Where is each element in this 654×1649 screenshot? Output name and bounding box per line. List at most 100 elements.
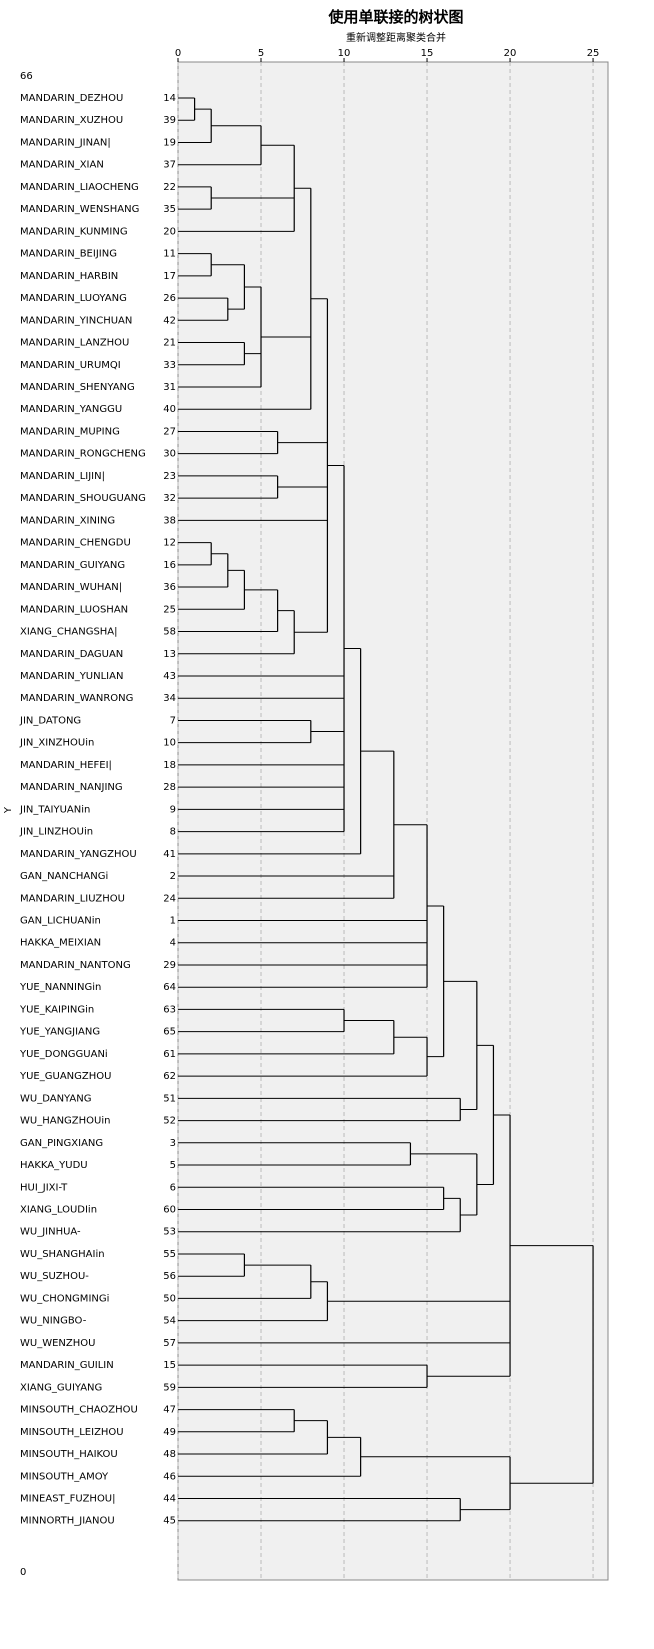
leaf-label: MANDARIN_LANZHOU: [20, 338, 129, 349]
leaf-id: 15: [163, 1360, 176, 1371]
leaf-label: WU_NINGBO-: [20, 1316, 87, 1327]
leaf-id: 1: [170, 916, 176, 927]
leaf-id: 53: [163, 1227, 176, 1238]
chart-title: 使用单联接的树状图: [327, 8, 463, 26]
leaf-id: 6: [170, 1182, 176, 1193]
leaf-label: MANDARIN_SHENYANG: [20, 382, 135, 393]
leaf-id: 7: [170, 715, 176, 726]
x-tick-label: 25: [587, 48, 600, 59]
leaf-label: MANDARIN_NANJING: [20, 782, 123, 793]
leaf-id: 4: [170, 938, 176, 949]
leaf-id: 65: [163, 1027, 176, 1038]
leaf-id: 33: [163, 360, 176, 371]
leaf-label: WU_WENZHOU: [20, 1338, 95, 1349]
leaf-id: 14: [163, 93, 176, 104]
plot-area: [177, 61, 609, 1581]
top-label: 66: [20, 71, 33, 82]
leaf-label: MINEAST_FUZHOU|: [20, 1493, 116, 1504]
leaf-id: 63: [163, 1004, 176, 1015]
leaf-label: WU_DANYANG: [20, 1093, 91, 1104]
leaf-label: MANDARIN_HARBIN: [20, 271, 118, 282]
leaf-label: MANDARIN_LIAOCHENG: [20, 182, 139, 193]
leaf-id: 43: [163, 671, 176, 682]
leaf-id: 5: [170, 1160, 176, 1171]
leaf-label: MINSOUTH_CHAOZHOU: [20, 1405, 138, 1416]
leaf-label: WU_JINHUA-: [20, 1227, 81, 1238]
leaf-label: WU_CHONGMINGi: [20, 1293, 109, 1304]
leaf-label: WU_SUZHOU-: [20, 1271, 89, 1282]
leaf-id: 26: [163, 293, 176, 304]
x-tick-label: 10: [338, 48, 351, 59]
leaf-id: 28: [163, 782, 176, 793]
leaf-id: 52: [163, 1116, 176, 1127]
leaf-id: 25: [163, 604, 176, 615]
leaf-label: MANDARIN_LUOSHAN: [20, 604, 128, 615]
leaf-id: 45: [163, 1516, 176, 1527]
leaf-label: MANDARIN_GUILIN: [20, 1360, 114, 1371]
leaf-label: XIANG_GUIYANG: [20, 1382, 102, 1393]
leaf-label: JIN_DATONG: [19, 715, 81, 726]
leaf-label: MANDARIN_BEIJING: [20, 249, 117, 260]
leaf-id: 47: [163, 1405, 176, 1416]
leaf-label: JIN_XINZHOUin: [19, 738, 94, 749]
leaf-id: 20: [163, 226, 176, 237]
x-tick-label: 20: [504, 48, 517, 59]
leaf-id: 55: [163, 1249, 176, 1260]
leaf-label: MANDARIN_DEZHOU: [20, 93, 123, 104]
leaf-label: MINSOUTH_HAIKOU: [20, 1449, 118, 1460]
leaf-label: MANDARIN_DAGUAN: [20, 649, 123, 660]
leaf-label: MANDARIN_SHOUGUANG: [20, 493, 146, 504]
leaf-label: MANDARIN_CHENGDU: [20, 538, 131, 549]
leaf-label: JIN_TAIYUANin: [19, 804, 90, 815]
leaf-id: 54: [163, 1316, 176, 1327]
leaf-id: 61: [163, 1049, 176, 1060]
leaf-id: 23: [163, 471, 176, 482]
leaf-label: MANDARIN_MUPING: [20, 426, 120, 437]
leaf-label: MANDARIN_WUHAN|: [20, 582, 122, 593]
leaf-label: MANDARIN_YINCHUAN: [20, 315, 132, 326]
leaf-id: 31: [163, 382, 176, 393]
leaf-id: 48: [163, 1449, 176, 1460]
leaf-label: MINSOUTH_AMOY: [20, 1471, 109, 1482]
leaf-label: MANDARIN_GUIYANG: [20, 560, 125, 571]
leaf-label: MANDARIN_LIUZHOU: [20, 893, 125, 904]
leaf-label: MINSOUTH_LEIZHOU: [20, 1427, 124, 1438]
leaf-label: GAN_LICHUANin: [20, 916, 101, 927]
leaf-id: 60: [163, 1205, 176, 1216]
leaf-label: HAKKA_MEIXIAN: [20, 938, 101, 949]
leaf-id: 57: [163, 1338, 176, 1349]
leaf-label: MANDARIN_YANGZHOU: [20, 849, 137, 860]
leaf-id: 13: [163, 649, 176, 660]
leaf-id: 32: [163, 493, 176, 504]
leaf-label: YUE_YANGJIANG: [19, 1027, 100, 1038]
leaf-id: 39: [163, 115, 176, 126]
leaf-id: 11: [163, 249, 176, 260]
leaf-id: 10: [163, 738, 176, 749]
leaf-id: 62: [163, 1071, 176, 1082]
leaf-id: 46: [163, 1471, 176, 1482]
x-tick-label: 15: [421, 48, 434, 59]
leaf-id: 44: [163, 1493, 176, 1504]
leaf-id: 64: [163, 982, 176, 993]
leaf-label: MANDARIN_KUNMING: [20, 226, 128, 237]
bottom-label: 0: [20, 1567, 26, 1578]
leaf-id: 37: [163, 160, 176, 171]
leaf-id: 38: [163, 515, 176, 526]
leaf-id: 19: [163, 137, 176, 148]
leaf-id: 35: [163, 204, 176, 215]
leaf-label: MANDARIN_URUMQI: [20, 360, 121, 371]
leaf-label: MANDARIN_RONGCHENG: [20, 449, 146, 460]
leaf-label: MANDARIN_JINAN|: [20, 137, 111, 148]
leaf-id: 12: [163, 538, 176, 549]
leaf-id: 27: [163, 426, 176, 437]
leaf-label: YUE_NANNINGin: [19, 982, 101, 993]
leaf-label: GAN_PINGXIANG: [20, 1138, 103, 1149]
leaf-label: YUE_GUANGZHOU: [19, 1071, 111, 1082]
leaf-id: 42: [163, 315, 176, 326]
leaf-label: MANDARIN_WANRONG: [20, 693, 133, 704]
leaf-id: 18: [163, 760, 176, 771]
leaf-label: MANDARIN_LIJIN|: [20, 471, 105, 482]
leaf-label: JIN_LINZHOUin: [19, 827, 93, 838]
